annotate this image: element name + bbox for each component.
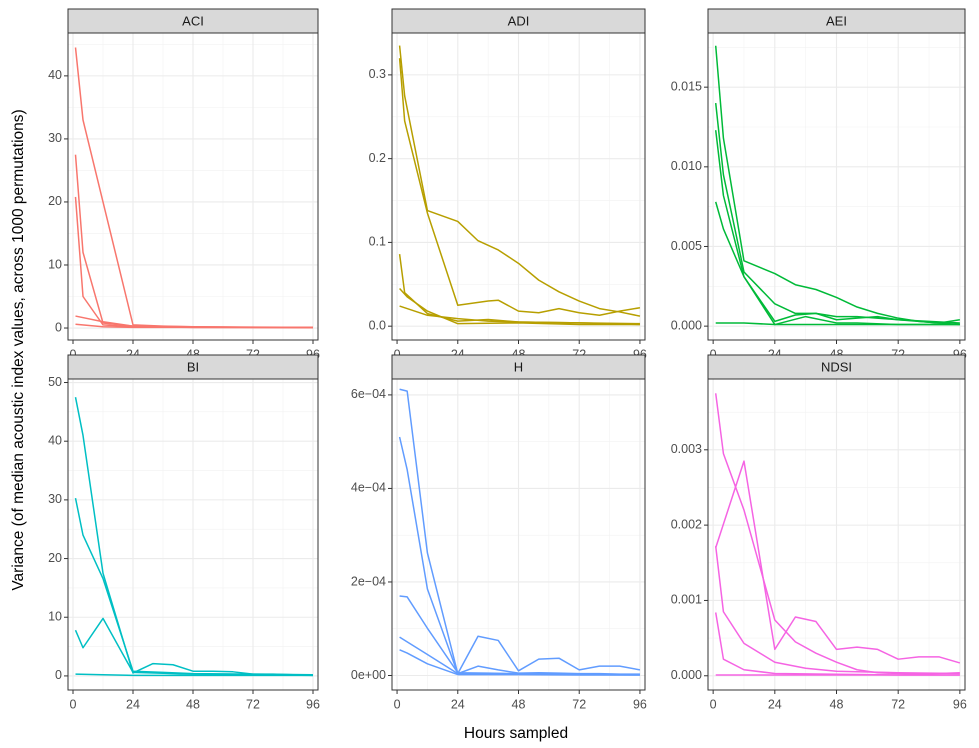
x-tick-label: 72 xyxy=(246,697,260,711)
y-tick-label: 0.000 xyxy=(671,318,702,332)
series-line-5 xyxy=(75,323,314,329)
panel-ndsi: NDSI 0.000 0.001 0.002 0.003 0 24 48 72 96 xyxy=(671,354,967,711)
y-tick-label: 0.0 xyxy=(369,318,386,332)
y-tick-label: 40 xyxy=(48,433,62,447)
x-tick-label: 96 xyxy=(633,697,647,711)
panel-strip xyxy=(67,8,319,34)
y-tick-label: 0.003 xyxy=(671,442,702,456)
series-line-5 xyxy=(399,305,640,326)
x-tick-label: 24 xyxy=(451,697,465,711)
x-tick-label: 96 xyxy=(953,697,967,711)
y-tick-label: 0 xyxy=(55,320,62,334)
x-axis-title: Hours sampled xyxy=(464,725,568,742)
x-tick-label: 72 xyxy=(572,697,586,711)
panel-title: NDSI xyxy=(821,359,852,374)
panel-strip xyxy=(391,8,646,34)
series-line-1 xyxy=(399,388,641,675)
y-tick-label: 0.3 xyxy=(369,67,386,81)
panels: ACI 0 10 20 30 40 0 24 48 72 96 ADI 0.0 0.1 0.2 0.3 0 24 4… xyxy=(48,8,967,711)
y-tick-label: 0.005 xyxy=(671,239,702,253)
x-tick-label: 48 xyxy=(830,697,844,711)
y-tick-label: 0.002 xyxy=(671,517,702,531)
y-tick-label: 10 xyxy=(48,610,62,624)
y-tick-label: 0.010 xyxy=(671,159,702,173)
series-line-3 xyxy=(714,546,960,675)
panel-title: BI xyxy=(187,359,199,374)
y-tick-label: 20 xyxy=(48,194,62,208)
x-tick-label: 0 xyxy=(394,697,401,711)
y-tick-label: 0.001 xyxy=(671,593,702,607)
series-line-4 xyxy=(399,287,640,326)
y-tick-label: 0 xyxy=(55,668,62,682)
panel-title: ADI xyxy=(508,13,530,28)
x-tick-label: 48 xyxy=(512,697,526,711)
series-line-5 xyxy=(715,322,960,326)
panel-title: AEI xyxy=(826,13,847,28)
panel-strip xyxy=(707,354,966,380)
y-tick-label: 0.015 xyxy=(671,79,702,93)
y-tick-label: 6e−04 xyxy=(351,387,386,401)
x-tick-label: 24 xyxy=(126,697,140,711)
y-tick-label: 0.000 xyxy=(671,668,702,682)
y-tick-label: 40 xyxy=(48,68,62,82)
x-tick-label: 72 xyxy=(891,697,905,711)
x-tick-label: 96 xyxy=(306,697,320,711)
series-line-3 xyxy=(714,130,960,324)
y-tick-label: 50 xyxy=(48,375,62,389)
series-line-2 xyxy=(398,58,641,317)
x-tick-label: 48 xyxy=(186,697,200,711)
y-tick-label: 0e+00 xyxy=(351,668,386,682)
y-tick-label: 2e−04 xyxy=(351,574,386,588)
series-line-5 xyxy=(399,649,640,676)
y-tick-label: 30 xyxy=(48,131,62,145)
y-tick-label: 0.1 xyxy=(369,235,386,249)
series-line-4 xyxy=(75,673,313,677)
panel-h: H 0e+00 2e−04 4e−04 6e−04 0 24 48 72 96 xyxy=(351,354,647,711)
y-tick-label: 0.2 xyxy=(369,151,386,165)
y-tick-label: 30 xyxy=(48,492,62,506)
x-tick-label: 0 xyxy=(710,697,717,711)
series-line-2 xyxy=(714,460,961,664)
x-tick-label: 0 xyxy=(710,347,717,361)
x-tick-label: 0 xyxy=(70,697,77,711)
x-tick-label: 0 xyxy=(394,347,401,361)
x-tick-label: 24 xyxy=(768,697,782,711)
panel-bi: BI 0 10 20 30 40 50 0 24 48 72 96 xyxy=(48,354,320,711)
panel-title: ACI xyxy=(182,13,204,28)
y-tick-label: 20 xyxy=(48,551,62,565)
y-tick-label: 10 xyxy=(48,257,62,271)
y-axis-title: Variance (of median acoustic index value… xyxy=(10,109,27,590)
x-tick-label: 0 xyxy=(70,347,77,361)
panel-title: H xyxy=(514,359,523,374)
y-tick-label: 4e−04 xyxy=(351,481,386,495)
